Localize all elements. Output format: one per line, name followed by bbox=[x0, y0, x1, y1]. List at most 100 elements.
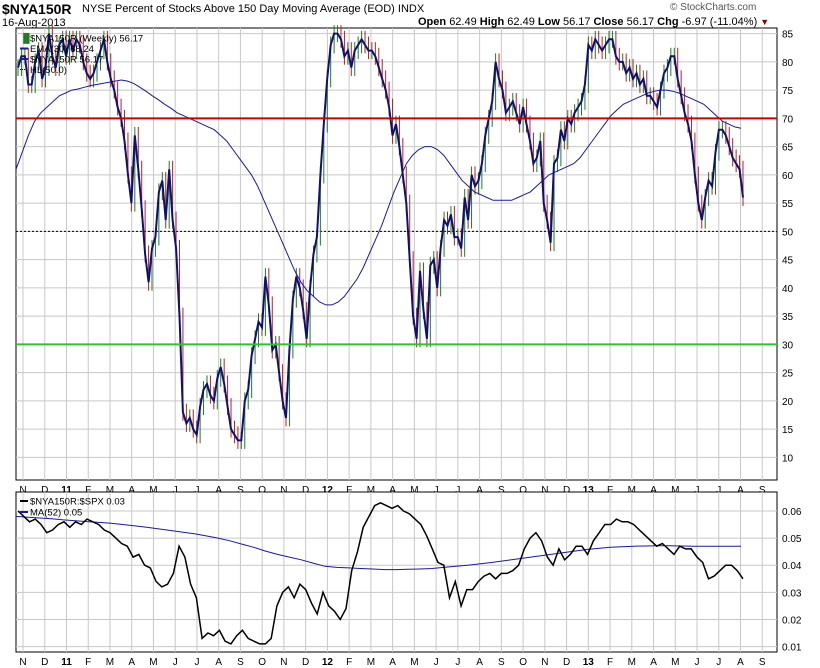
chart-title: NYSE Percent of Stocks Above 150 Day Mov… bbox=[82, 3, 424, 15]
x-tick-label: M bbox=[410, 485, 418, 496]
x-tick-label: N bbox=[19, 657, 26, 668]
x-tick-label: A bbox=[650, 485, 657, 496]
x-tick-label: J bbox=[434, 485, 439, 496]
x-tick-label: M bbox=[367, 657, 375, 668]
y-tick-label: 80 bbox=[782, 58, 794, 69]
legend-text-2: $NYA150R 56.17 bbox=[30, 55, 103, 66]
y-tick-label: 65 bbox=[782, 143, 794, 154]
x-tick-label: M bbox=[106, 657, 114, 668]
ratio-line bbox=[17, 501, 744, 645]
x-tick-label: S bbox=[237, 657, 244, 668]
chg-value: -6.97 (-11.04%) bbox=[681, 16, 758, 28]
chart-title-text: NYSE Percent of Stocks Above 150 Day Mov… bbox=[82, 3, 395, 15]
x-tick-label: A bbox=[476, 485, 483, 496]
x-tick-label: J bbox=[194, 485, 199, 496]
x-tick-label: J bbox=[716, 657, 721, 668]
x-tick-label: N bbox=[280, 657, 287, 668]
down-triangle-icon: ▼ bbox=[760, 17, 770, 27]
x-tick-label: N bbox=[541, 485, 548, 496]
x-tick-label: M bbox=[149, 657, 157, 668]
y-tick-label: 30 bbox=[782, 340, 794, 351]
x-tick-label: F bbox=[85, 657, 91, 668]
x-tick-label: S bbox=[237, 485, 244, 496]
x-tick-label: F bbox=[607, 485, 613, 496]
x-tick-label: A bbox=[389, 657, 396, 668]
x-tick-label: 13 bbox=[583, 657, 595, 668]
close-value: 56.17 bbox=[626, 16, 655, 28]
y-tick-label: 0.06 bbox=[782, 507, 802, 518]
chart-date: 16-Aug-2013 bbox=[2, 17, 66, 29]
x-tick-label: J bbox=[173, 485, 178, 496]
legend-text-3: HL(50.0) bbox=[30, 65, 67, 76]
x-tick-label: J bbox=[194, 657, 199, 668]
ratio-panel: 0.01 0.02 0.03 0.04 0.05 0.06 N D 11 F M A M J J A S O N D 1… bbox=[15, 491, 802, 668]
ma52-line bbox=[15, 515, 741, 571]
x-tick-label: A bbox=[128, 485, 135, 496]
x-tick-label: O bbox=[258, 657, 266, 668]
x-tick-label: A bbox=[215, 657, 222, 668]
x-tick-label: O bbox=[519, 657, 527, 668]
y-tick-label: 85 bbox=[782, 30, 794, 41]
x-tick-label: N bbox=[19, 485, 26, 496]
low-label: Low bbox=[537, 16, 560, 28]
x-tick-label: A bbox=[128, 657, 135, 668]
y-tick-label: 20 bbox=[782, 397, 794, 408]
x-tick-label: M bbox=[410, 657, 418, 668]
y-tick-label: 0.03 bbox=[782, 588, 802, 599]
x-tick-label: J bbox=[695, 657, 700, 668]
x-tick-label: O bbox=[258, 485, 266, 496]
ema30-line bbox=[15, 79, 742, 306]
watermark: © StockCharts.com bbox=[670, 2, 757, 13]
y-tick-label: 15 bbox=[782, 425, 794, 436]
x-tick-label: A bbox=[650, 657, 657, 668]
y-tick-label: 0.02 bbox=[782, 615, 802, 626]
close-label: Close bbox=[593, 16, 624, 28]
legend-text-bottom-0: $NYA150R:$SPX 0.03 bbox=[30, 497, 125, 508]
x-tick-label: S bbox=[759, 485, 766, 496]
ohlc-legend-icon: ▐▌ bbox=[20, 32, 33, 44]
plot-frame bbox=[15, 27, 778, 481]
x-tick-label: M bbox=[367, 485, 375, 496]
x-tick-label: 11 bbox=[61, 485, 72, 496]
x-tick-label: M bbox=[671, 485, 679, 496]
open-label: Open bbox=[418, 16, 447, 28]
price-panel: 10 15 20 25 30 35 40 45 50 55 60 65 70 75 80 85 N D 11 F M A M… bbox=[15, 25, 794, 496]
high-label: High bbox=[479, 16, 505, 28]
x-tick-label: M bbox=[106, 485, 114, 496]
y-tick-label: 0.04 bbox=[782, 561, 802, 572]
x-tick-label: M bbox=[149, 485, 157, 496]
legend-text-1: EMA(30) 68.24 bbox=[30, 44, 94, 55]
y-tick-label: 0.01 bbox=[782, 643, 802, 654]
x-tick-label: A bbox=[737, 657, 744, 668]
x-tick-label: S bbox=[498, 657, 505, 668]
y-tick-label: 35 bbox=[782, 312, 794, 323]
high-value: 62.49 bbox=[507, 16, 535, 28]
y-tick-label: 0.05 bbox=[782, 534, 802, 545]
x-tick-label: M bbox=[628, 657, 636, 668]
x-tick-label: J bbox=[173, 657, 178, 668]
y-tick-label: 75 bbox=[782, 86, 794, 97]
x-tick-label: A bbox=[389, 485, 396, 496]
x-tick-label: F bbox=[346, 485, 352, 496]
legend-text-0: $NYA150R (Weekly) 56.17 bbox=[30, 34, 143, 45]
x-tick-label: D bbox=[302, 657, 309, 668]
x-tick-label: D bbox=[41, 657, 48, 668]
y-tick-label: 10 bbox=[782, 453, 794, 464]
low-value: 56.17 bbox=[562, 16, 591, 28]
y-tick-label: 40 bbox=[782, 284, 794, 295]
y-tick-label: 25 bbox=[782, 369, 794, 380]
x-tick-label: D bbox=[41, 485, 48, 496]
exchange-label: INDX bbox=[397, 3, 425, 15]
x-tick-label: A bbox=[737, 485, 744, 496]
y-tick-label: 60 bbox=[782, 171, 794, 182]
y-tick-label: 70 bbox=[782, 114, 794, 125]
x-tick-label: 11 bbox=[61, 657, 72, 668]
x-tick-label: F bbox=[607, 657, 613, 668]
x-tick-label: N bbox=[280, 485, 287, 496]
symbol-title: $NYA150R bbox=[2, 1, 72, 17]
x-tick-label: D bbox=[563, 485, 570, 496]
y-tick-label: 50 bbox=[782, 227, 794, 238]
quote-strip: Open 62.49 High 62.49 Low 56.17 Close 56… bbox=[418, 16, 769, 28]
